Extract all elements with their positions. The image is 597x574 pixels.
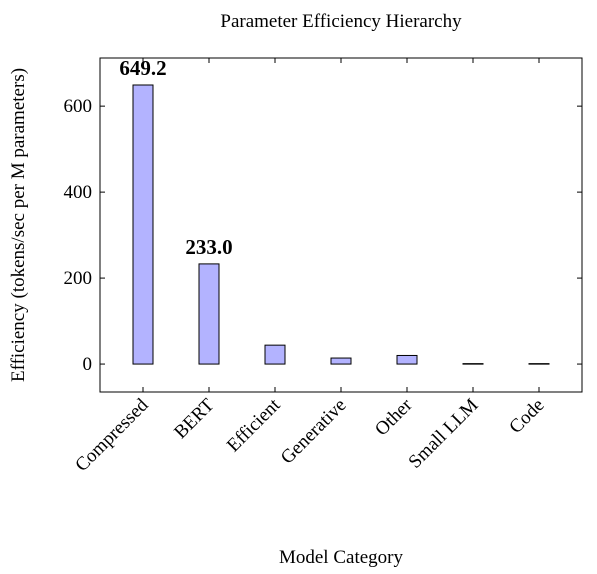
bar (528, 363, 550, 365)
chart-title: Parameter Efficiency Hierarchy (220, 11, 462, 32)
bar (396, 354, 418, 365)
x-tick-label: Efficient (223, 394, 285, 456)
bar (462, 363, 484, 365)
plot-frame (99, 57, 583, 393)
x-tick-label: Generative (277, 395, 351, 469)
value-label: 649.2 (119, 56, 166, 80)
y-tick-label: 200 (64, 268, 93, 289)
value-label: 233.0 (185, 235, 232, 259)
x-axis-label: Model Category (279, 547, 404, 568)
y-tick-label: 400 (64, 182, 93, 203)
x-tick-label: BERT (170, 394, 219, 443)
x-tick-label: Other (371, 394, 417, 440)
bar (198, 263, 220, 365)
bar (330, 357, 352, 365)
bar (264, 344, 286, 365)
y-tick-label: 600 (64, 96, 93, 117)
y-axis-label: Efficiency (tokens/sec per M parameters) (8, 68, 29, 382)
x-tick-label: Small LLM (405, 395, 483, 473)
y-tick-label: 0 (83, 354, 93, 375)
x-tick-label: Compressed (71, 394, 153, 476)
bar (132, 84, 154, 365)
x-tick-label: Code (505, 395, 548, 438)
